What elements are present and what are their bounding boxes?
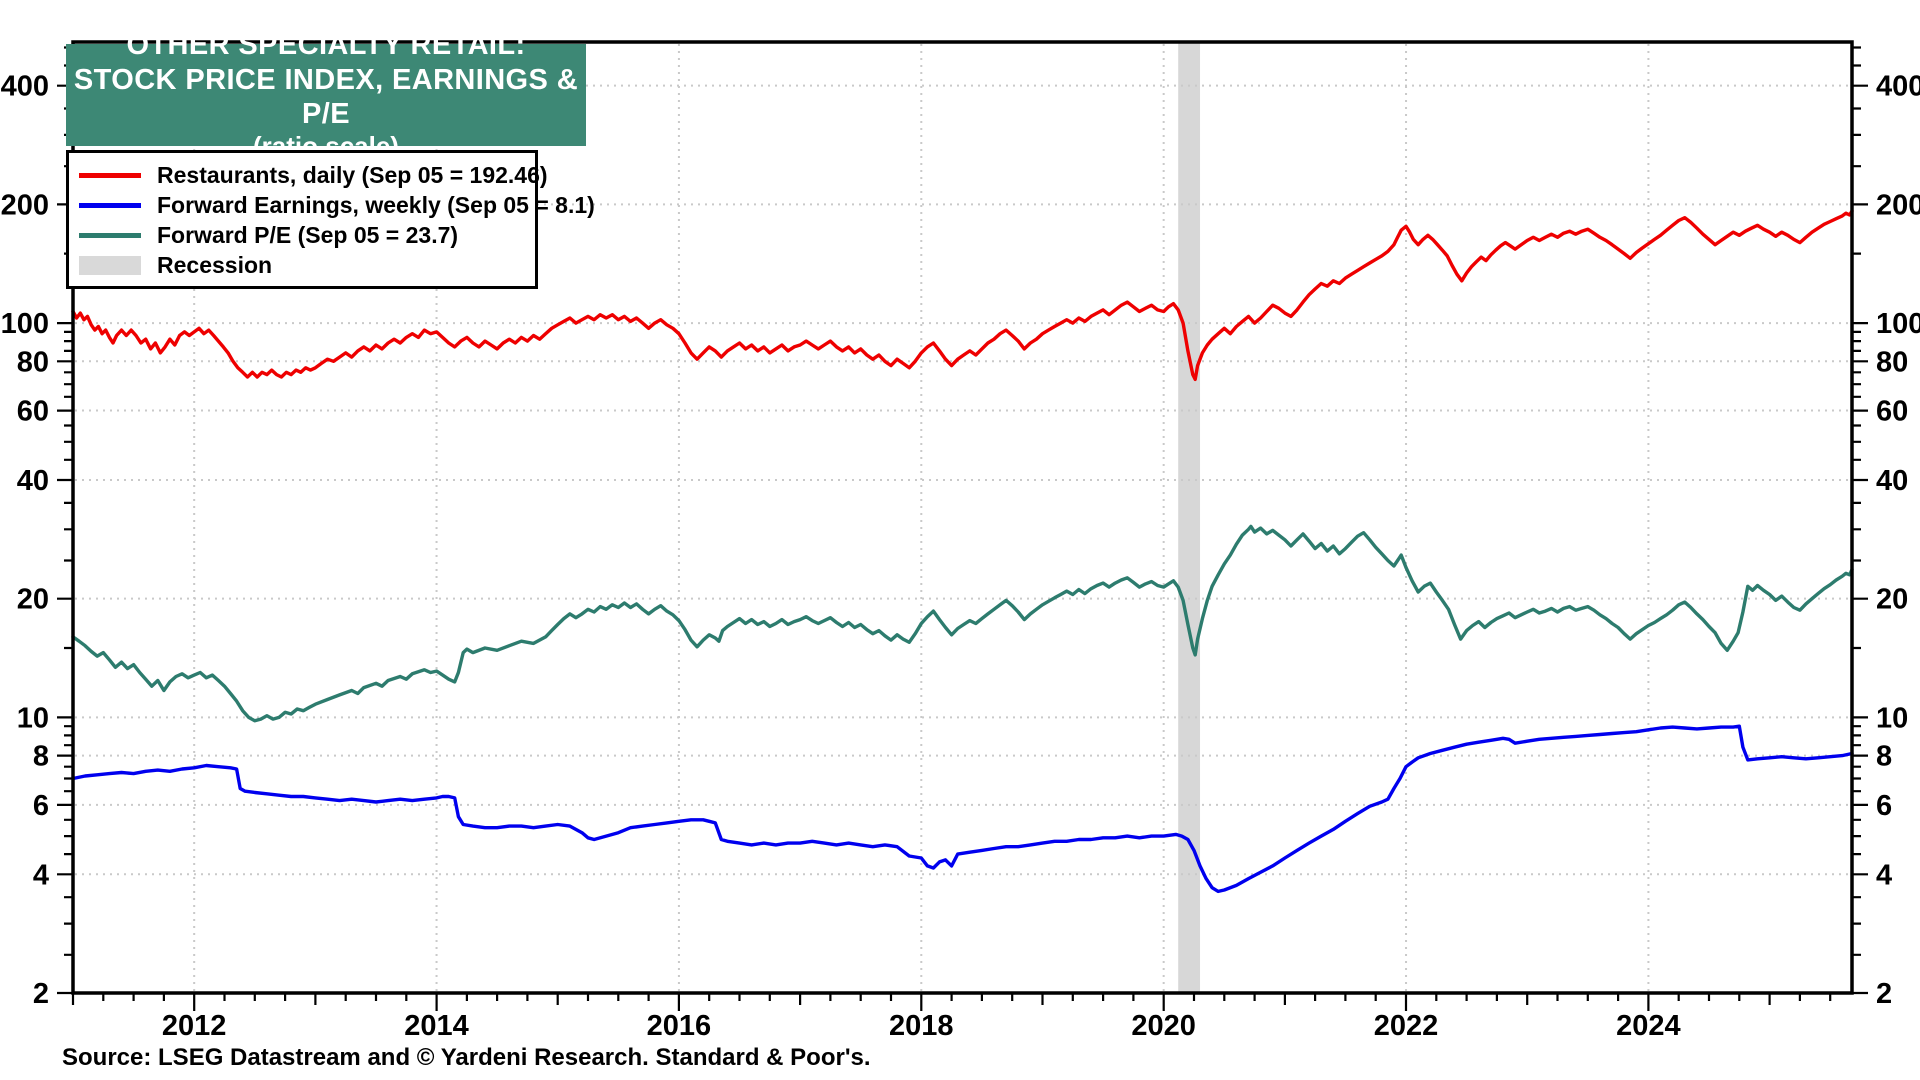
y-axis-label-right: 4: [1876, 859, 1892, 891]
y-axis-label-left: 40: [17, 465, 49, 497]
series-line-swatch: [79, 232, 141, 238]
y-axis-label-right: 400: [1876, 71, 1920, 103]
y-axis-label-right: 40: [1876, 465, 1908, 497]
legend-item-series-0: Restaurants, daily (Sep 05 = 192.46): [79, 160, 548, 190]
y-axis-label-right: 8: [1876, 741, 1892, 773]
restaurants-line: [71, 209, 1854, 381]
y-axis-label-right: 200: [1876, 189, 1920, 221]
y-axis-label-left: 10: [17, 702, 49, 734]
series-line-swatch: [79, 202, 141, 208]
y-axis-label-left: 400: [1, 71, 49, 103]
plot-border: [71, 40, 1854, 995]
legend-label: Recession: [157, 251, 273, 278]
recession-swatch: [79, 255, 141, 275]
y-axis-label-right: 2: [1876, 978, 1892, 1010]
x-axis-label: 2024: [1616, 1010, 1681, 1042]
x-axis-label: 2012: [162, 1010, 227, 1042]
axis-ticks: [57, 46, 1868, 1011]
legend: Restaurants, daily (Sep 05 = 192.46) Forw…: [66, 150, 595, 289]
recession-band: [1178, 42, 1201, 993]
x-axis-label: 2014: [404, 1010, 469, 1042]
y-axis-label-left: 6: [33, 790, 49, 822]
y-axis-label-left: 20: [17, 584, 49, 616]
legend-label: Forward Earnings, weekly (Sep 05 = 8.1): [157, 191, 595, 218]
legend-item-recession: Recession: [79, 250, 525, 280]
y-axis-label-left: 60: [17, 396, 49, 428]
y-axis-label-right: 100: [1876, 308, 1920, 340]
forward-earnings-line: [71, 724, 1854, 894]
y-axis-label-right: 6: [1876, 790, 1892, 822]
x-axis-label: 2020: [1131, 1010, 1196, 1042]
y-axis-label-left: 2: [33, 978, 49, 1010]
y-axis-label-left: 100: [1, 308, 49, 340]
chart-title-line2: STOCK PRICE INDEX, EARNINGS & P/E: [73, 63, 579, 130]
chart-title-line1: OTHER SPECIALTY RETAIL:: [126, 29, 526, 62]
legend-label: Forward P/E (Sep 05 = 23.7): [157, 221, 459, 248]
y-axis-label-left: 8: [33, 741, 49, 773]
forward-pe-line: [71, 524, 1854, 723]
x-axis-label: 2018: [889, 1010, 954, 1042]
y-axis-label-right: 60: [1876, 396, 1908, 428]
legend-item-series-2: Forward P/E (Sep 05 = 23.7): [79, 220, 525, 250]
legend-label: Restaurants, daily (Sep 05 = 192.46): [157, 161, 548, 188]
y-axis-label-right: 20: [1876, 584, 1908, 616]
chart-title-box: OTHER SPECIALTY RETAIL: STOCK PRICE INDE…: [66, 29, 586, 161]
source-attribution: Source: LSEG Datastream and © Yardeni Re…: [62, 1044, 871, 1071]
y-axis-label-left: 80: [17, 346, 49, 378]
legend-item-series-1: Forward Earnings, weekly (Sep 05 = 8.1): [79, 190, 595, 220]
y-axis-label-right: 80: [1876, 346, 1908, 378]
y-axis-label-right: 10: [1876, 702, 1908, 734]
series-line-swatch: [79, 172, 141, 178]
y-axis-label-left: 200: [1, 189, 49, 221]
x-axis-label: 2022: [1374, 1010, 1439, 1042]
y-axis-label-left: 4: [33, 859, 49, 891]
x-axis-label: 2016: [647, 1010, 712, 1042]
